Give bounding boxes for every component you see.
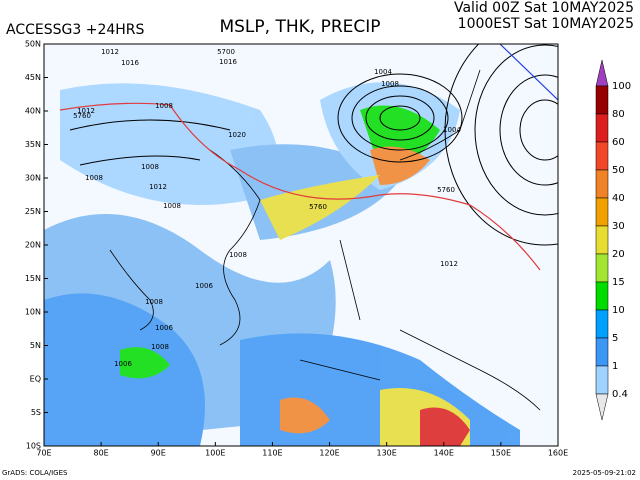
isobars <box>69 44 558 246</box>
colorbar-label: 0.4 <box>612 389 628 400</box>
thickness-label: 5700 <box>217 48 235 56</box>
colorbar-box <box>595 85 609 115</box>
isobar-label: 1012 <box>440 260 458 268</box>
isobar-label: 1004 <box>374 68 392 76</box>
colorbar-bottom-triangle <box>595 393 609 421</box>
model-label: ACCESSG3 +24HRS <box>6 22 145 38</box>
colorbar-label: 60 <box>612 137 625 148</box>
longitude-label: 140E <box>434 449 454 458</box>
colorbar-box <box>595 337 609 367</box>
colorbar-label: 30 <box>612 221 625 232</box>
colorbar-box <box>595 169 609 199</box>
colorbar-label: 15 <box>612 277 625 288</box>
latitude-label: EQ <box>30 375 41 384</box>
latitude-label: 5N <box>30 341 41 350</box>
longitude-label: 110E <box>262 449 282 458</box>
colorbar-box <box>595 253 609 283</box>
valid-local: 1000EST Sat 10MAY2025 <box>458 16 634 32</box>
colorbar-box <box>595 365 609 395</box>
thickness-5400-line <box>499 44 558 101</box>
isobar-label: 1008 <box>229 251 247 259</box>
longitude-label: 80E <box>93 449 108 458</box>
thickness-label: 5760 <box>309 203 327 211</box>
isobar-label: 1012 <box>149 183 167 191</box>
colorbar-label: 100 <box>612 81 631 92</box>
colorbar-label: 1 <box>612 361 618 372</box>
thickness-5760-line <box>59 102 541 271</box>
latitude-label: 5S <box>31 408 41 417</box>
longitude-label: 100E <box>205 449 225 458</box>
precip-shading <box>44 82 520 446</box>
isobar-label: 1008 <box>141 163 159 171</box>
latitude-label: 30N <box>25 174 41 183</box>
isobar-label: 1008 <box>155 102 173 110</box>
coastlines <box>109 69 541 411</box>
longitude-label: 90E <box>151 449 166 458</box>
longitude-label: 150E <box>491 449 511 458</box>
map-title: MSLP, THK, PRECIP <box>219 17 380 37</box>
colorbar-box <box>595 225 609 255</box>
longitude-label: 130E <box>377 449 397 458</box>
latitude-label: 45N <box>25 73 41 82</box>
isobar-label: 1006 <box>155 324 173 332</box>
thickness-label: 5760 <box>437 186 455 194</box>
isobar-label: 1006 <box>195 282 213 290</box>
isobar-label: 1008 <box>151 343 169 351</box>
isobar-label: 1016 <box>219 58 237 66</box>
latitude-label: 20N <box>25 241 41 250</box>
latitude-label: 15N <box>25 274 41 283</box>
isobar-label: 1016 <box>121 59 139 67</box>
isobar-label: 1012 <box>77 107 95 115</box>
colorbar-label: 50 <box>612 165 625 176</box>
isobar-label: 1012 <box>101 48 119 56</box>
isobar-label: 1020 <box>228 131 246 139</box>
latitude-label: 25N <box>25 207 41 216</box>
latitude-label: 40N <box>25 107 41 116</box>
isobar-label: 1008 <box>85 174 103 182</box>
latitude-label: 10S <box>26 442 41 451</box>
colorbar-box <box>595 141 609 171</box>
thickness-label: 5760 <box>73 112 91 120</box>
colorbar-box <box>595 113 609 143</box>
isobar-label: 1008 <box>163 202 181 210</box>
isobar-label: 1008 <box>381 80 399 88</box>
isobar-label: 1006 <box>114 360 132 368</box>
longitude-label: 70E <box>36 449 51 458</box>
colorbar-box <box>595 309 609 339</box>
colorbar-box <box>595 197 609 227</box>
latitude-label: 50N <box>25 40 41 49</box>
colorbar-label: 20 <box>612 249 625 260</box>
map-field <box>44 44 558 446</box>
valid-utc: Valid 00Z Sat 10MAY2025 <box>454 0 634 16</box>
credit: GrADS: COLA/IGES <box>2 469 68 477</box>
colorbar-label: 5 <box>612 333 618 344</box>
colorbar-box <box>595 281 609 311</box>
timestamp: 2025-05-09-21:02 <box>573 469 636 477</box>
longitude-label: 120E <box>319 449 339 458</box>
latitude-label: 10N <box>25 308 41 317</box>
colorbar-label: 10 <box>612 305 625 316</box>
longitude-label: 160E <box>548 449 568 458</box>
isobar-label: 1008 <box>145 298 163 306</box>
latitude-label: 35N <box>25 140 41 149</box>
isobar-label: 1004 <box>443 126 461 134</box>
colorbar-label: 80 <box>612 109 625 120</box>
colorbar-label: 40 <box>612 193 625 204</box>
